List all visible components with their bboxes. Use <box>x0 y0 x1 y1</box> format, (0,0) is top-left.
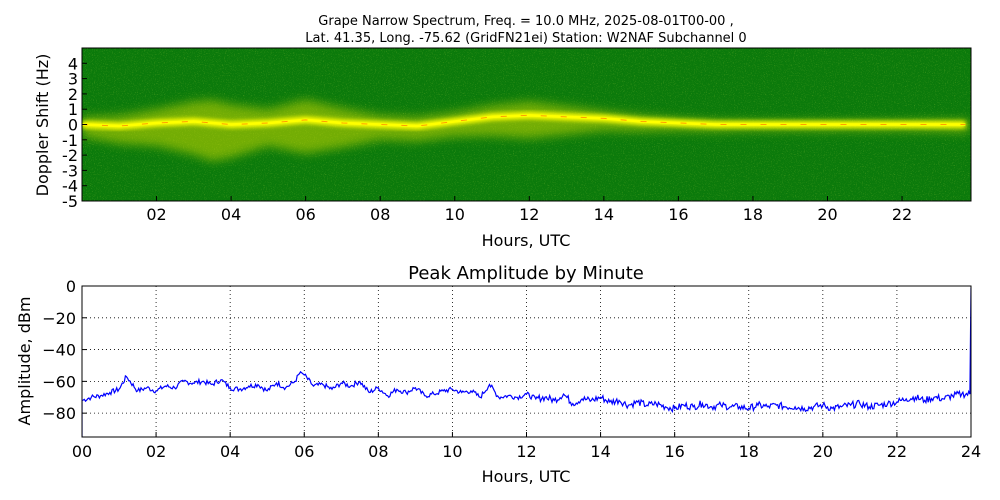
spectrum-x-tick-label: 20 <box>817 205 837 224</box>
amplitude-y-axis-label: Amplitude, dBm <box>15 297 34 426</box>
amplitude-y-tick-label: −60 <box>42 372 76 391</box>
spectrum-y-tick-label: 3 <box>68 70 78 89</box>
spectrum-title-line1: Grape Narrow Spectrum, Freq. = 10.0 MHz,… <box>318 14 733 29</box>
spectrum-x-tick-label: 02 <box>146 205 166 224</box>
amplitude-x-tick-label: 12 <box>516 442 536 461</box>
amplitude-x-tick-label: 18 <box>739 442 759 461</box>
amplitude-grid <box>82 286 971 437</box>
spectrum-chart: Grape Narrow Spectrum, Freq. = 10.0 MHz,… <box>33 14 972 250</box>
spectrum-x-tick-label: 14 <box>594 205 614 224</box>
spectrum-x-tick-label: 16 <box>668 205 688 224</box>
amplitude-title: Peak Amplitude by Minute <box>408 263 644 284</box>
spectrum-y-tick-label: -1 <box>62 131 78 150</box>
spectrum-title-line2: Lat. 41.35, Long. -75.62 (GridFN21ei) St… <box>305 31 746 46</box>
amplitude-x-tick-label: 00 <box>72 442 92 461</box>
amplitude-x-axis: 00 02 04 06 08 10 12 14 16 18 20 22 24 <box>72 432 981 461</box>
spectrogram-signal <box>82 99 970 162</box>
spectrum-x-axis: 02 04 06 08 10 12 14 16 18 20 22 <box>146 196 912 224</box>
amplitude-x-tick-label: 10 <box>442 442 462 461</box>
amplitude-x-tick-label: 06 <box>294 442 314 461</box>
spectrum-spread-band <box>82 99 970 162</box>
spectrum-y-tick-label: 4 <box>68 54 78 73</box>
amplitude-x-tick-label: 24 <box>961 442 981 461</box>
amplitude-x-tick-label: 04 <box>220 442 240 461</box>
amplitude-x-tick-label: 16 <box>664 442 684 461</box>
spectrum-x-tick-label: 04 <box>221 205 241 224</box>
spectrum-x-tick-label: 18 <box>743 205 763 224</box>
amplitude-y-axis: 0 −20 −40 −60 −80 <box>42 277 87 423</box>
amplitude-y-tick-label: −80 <box>42 404 76 423</box>
amplitude-x-tick-label: 14 <box>590 442 610 461</box>
amplitude-chart: Peak Amplitude by Minute 00 02 04 06 08 10 12 1… <box>15 263 981 486</box>
spectrum-y-tick-label: -3 <box>62 161 78 180</box>
amplitude-y-tick-label: 0 <box>66 277 76 296</box>
amplitude-x-tick-label: 22 <box>887 442 907 461</box>
amplitude-plot-background <box>82 286 971 437</box>
spectrum-y-tick-label: -4 <box>62 177 78 196</box>
spectrum-y-tick-label: 1 <box>68 100 78 119</box>
spectrum-x-axis-label: Hours, UTC <box>482 231 571 250</box>
spectrum-x-tick-label: 10 <box>445 205 465 224</box>
amplitude-x-tick-label: 20 <box>813 442 833 461</box>
spectrogram-plot-area <box>82 48 971 201</box>
amplitude-y-tick-label: −20 <box>42 309 76 328</box>
amplitude-x-axis-label: Hours, UTC <box>482 467 571 486</box>
spectrum-carrier-trace <box>82 114 966 128</box>
spectrum-x-tick-label: 22 <box>892 205 912 224</box>
amplitude-y-tick-label: −40 <box>42 341 76 360</box>
amplitude-x-tick-label: 08 <box>368 442 388 461</box>
spectrum-y-tick-label: -2 <box>62 146 78 165</box>
spectrum-y-axis-label: Doppler Shift (Hz) <box>33 54 52 197</box>
amplitude-series-line <box>82 287 971 437</box>
spectrum-y-tick-label: -5 <box>62 192 78 211</box>
spectrum-x-tick-label: 12 <box>519 205 539 224</box>
spectrum-y-tick-label: 2 <box>68 85 78 104</box>
spectrum-y-tick-label: 0 <box>68 116 78 135</box>
spectrum-x-tick-label: 08 <box>370 205 390 224</box>
amplitude-x-tick-label: 02 <box>146 442 166 461</box>
spectrum-x-tick-label: 06 <box>295 205 315 224</box>
